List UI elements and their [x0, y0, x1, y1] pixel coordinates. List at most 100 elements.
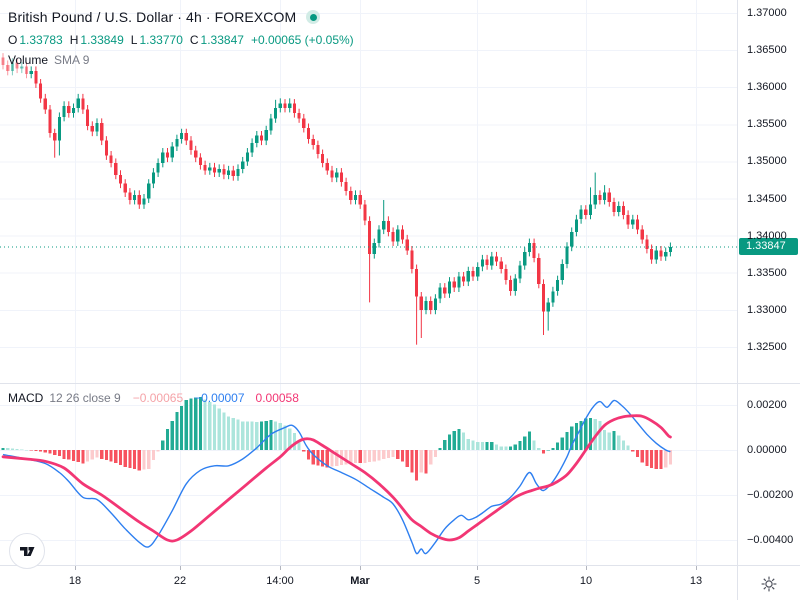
price-pane[interactable]: British Pound / U.S. Dollar · 4h · FOREX… [0, 0, 737, 383]
candle-down [415, 269, 419, 297]
candle-down [292, 103, 296, 114]
macd-histogram-bar [212, 404, 217, 450]
candle-up [579, 209, 583, 220]
volume-legend-row[interactable]: Volume SMA 9 [8, 50, 354, 70]
tradingview-logo-glyph [20, 547, 35, 556]
candle-down [358, 194, 362, 205]
candle-up [29, 70, 33, 74]
macd-histogram-bar [104, 450, 108, 461]
macd-histogram-bar [222, 412, 226, 450]
candle-down [499, 261, 503, 269]
macd-signal-line [1, 414, 672, 543]
macd-pane[interactable]: MACD 12 26 close 9 −0.00065 −0.00007 0.0… [0, 383, 737, 566]
macd-histogram-bar [321, 450, 325, 467]
macd-histogram-bar [668, 450, 672, 465]
macd-histogram-bar [438, 447, 442, 450]
macd-histogram-bar [513, 444, 517, 450]
macd-histogram-bar [353, 450, 358, 463]
candle-down [81, 98, 85, 110]
candle-up [565, 246, 569, 264]
macd-histogram-bar [471, 440, 475, 450]
macd-histogram-bar [231, 417, 235, 450]
macd-histogram-bar [311, 450, 315, 465]
macd-histogram-bar [142, 450, 146, 470]
macd-histogram-bar [588, 417, 593, 451]
macd-histogram-bar [137, 450, 141, 471]
macd-histogram-bar [433, 450, 437, 457]
macd-signal-value: 0.00058 [255, 391, 299, 405]
candle-down [283, 103, 287, 108]
candlestick-chart [0, 0, 737, 383]
sun-icon [761, 576, 777, 592]
candle-down [410, 250, 414, 269]
candle-down [1, 57, 5, 65]
macd-legend-row[interactable]: MACD 12 26 close 9 −0.00065 −0.00007 0.0… [8, 388, 299, 408]
candle-down [584, 209, 588, 215]
macd-histogram-bar [654, 450, 658, 470]
macd-histogram-bar [419, 450, 423, 473]
macd-histogram-bar [443, 439, 447, 450]
open-value: 1.33783 [19, 32, 63, 47]
candle-up [278, 103, 282, 108]
macd-histogram-bar [645, 450, 649, 466]
candle-down [90, 125, 94, 132]
price-axis-label: 1.33500 [747, 266, 787, 279]
candle-up [264, 130, 268, 141]
macd-histogram-bar [170, 420, 174, 451]
candle-up [603, 192, 607, 200]
macd-histogram-bar [631, 450, 635, 452]
macd-histogram-bar [189, 398, 193, 451]
candle-down [321, 154, 325, 163]
macd-histogram-bar [10, 448, 14, 450]
price-axis-label: 1.33000 [747, 303, 787, 316]
macd-histogram-bar [598, 420, 602, 451]
candle-down [509, 280, 513, 292]
macd-histogram-bar [664, 450, 668, 468]
time-axis-label: 5 [473, 575, 481, 587]
tradingview-logo[interactable] [9, 533, 45, 569]
candle-down [137, 194, 141, 205]
candle-down [123, 183, 127, 193]
candle-up [480, 259, 484, 267]
candle-down [67, 105, 71, 114]
price-axis[interactable]: 1.33847 1.37000 1.36500 1.36000 1.35500 1.35… [737, 0, 800, 383]
candle-up [372, 243, 376, 255]
candle-up [217, 168, 221, 173]
candle-up [245, 152, 249, 162]
low-value: 1.33770 [139, 32, 183, 47]
macd-histogram-bar [480, 442, 484, 450]
macd-histogram-bar [48, 450, 52, 454]
market-status-dot[interactable] [306, 10, 321, 24]
candle-up [151, 172, 155, 184]
macd-histogram-bar [259, 421, 264, 450]
low-label: L [130, 32, 138, 47]
price-axis-label: 1.34500 [747, 192, 787, 205]
macd-histogram-bar [358, 450, 362, 463]
candle-down [339, 172, 343, 183]
candle-down [363, 204, 367, 221]
macd-histogram-bar [462, 432, 466, 450]
macd-histogram-bar [180, 405, 184, 450]
macd-histogram-bar [95, 450, 99, 458]
macd-histogram-bar [147, 450, 151, 469]
candle-up [654, 250, 658, 260]
candle-down [635, 219, 640, 230]
macd-histogram-bar [499, 446, 503, 450]
candle-up [208, 167, 212, 171]
macd-histogram-bar [527, 431, 531, 451]
macd-histogram-bar [29, 450, 33, 451]
macd-axis[interactable]: 0.00200 0.00000 −0.00200 −0.00400 [737, 383, 800, 566]
macd-histogram-bar [570, 426, 574, 450]
candle-up [476, 266, 480, 277]
volume-indicator-label: Volume [8, 53, 49, 67]
symbol-legend-row[interactable]: British Pound / U.S. Dollar · 4h · FOREX… [8, 5, 354, 29]
candle-up [62, 105, 66, 117]
candle-down [659, 250, 663, 257]
time-axis[interactable]: 18 22 14:00 Mar 5 10 13 [0, 565, 737, 600]
candle-up [593, 194, 597, 205]
macd-histogram-bar [509, 446, 513, 450]
theme-toggle-button[interactable] [757, 572, 781, 596]
macd-axis-label: −0.00200 [747, 489, 794, 501]
candle-down [640, 229, 644, 240]
